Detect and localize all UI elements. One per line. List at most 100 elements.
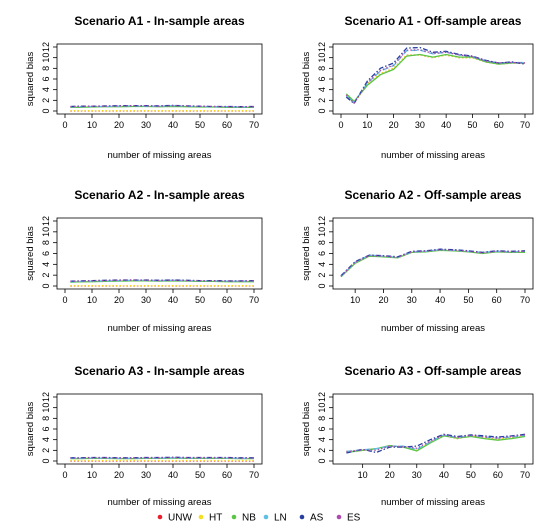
y-axis-label: squared bias [25,226,36,281]
x-tick-label: 30 [141,295,151,305]
y-tick-label: 2 [317,273,327,278]
legend-label: LN [274,513,287,524]
x-tick-label: 50 [463,295,473,305]
panel-title: Scenario A1 - In-sample areas [74,14,245,28]
plot-frame [56,393,263,465]
panel-title: Scenario A2 - Off-sample areas [345,188,522,202]
panel-title: Scenario A2 - In-sample areas [74,188,245,202]
y-tick-label: 4 [41,262,51,267]
series-line-nb [340,249,525,278]
y-tick-label: 6 [41,426,51,431]
y-tick-label: 4 [317,87,327,92]
legend-item-ln: LN [263,513,287,524]
y-tick-label: 2 [317,448,327,453]
panel-title: Scenario A3 - In-sample areas [74,364,245,378]
x-tick-label: 40 [439,470,449,480]
series-line-ln [346,434,526,453]
legend-marker [231,514,237,520]
y-tick-label: 0 [41,283,51,288]
x-tick-label: 60 [494,120,504,130]
y-tick-label: 4 [41,437,51,442]
x-tick-label: 70 [249,295,259,305]
plot-frame [332,217,534,290]
x-tick-label: 20 [114,120,124,130]
x-tick-label: 20 [385,470,395,480]
x-tick-label: 60 [222,470,232,480]
legend-marker [299,514,305,520]
x-tick-label: 0 [62,295,67,305]
x-axis-label: number of missing areas [381,497,485,508]
series-line-ht [340,249,525,277]
x-tick-label: 10 [362,120,372,130]
series-line-as [346,433,526,454]
x-tick-label: 10 [87,120,97,130]
x-tick-label: 30 [141,120,151,130]
x-axis-label: number of missing areas [107,497,211,508]
y-tick-label: 0 [317,108,327,113]
x-tick-label: 10 [87,295,97,305]
series-line-es [346,434,526,453]
x-tick-label: 30 [412,470,422,480]
y-axis-label: squared bias [301,52,312,107]
legend-marker [157,514,163,520]
x-tick-label: 50 [195,120,205,130]
y-tick-label: 2 [41,273,51,278]
x-tick-label: 10 [350,295,360,305]
y-tick-label: 0 [41,108,51,113]
y-tick-label: 2 [41,98,51,103]
x-tick-label: 70 [249,470,259,480]
x-tick-label: 0 [62,470,67,480]
series-line-nb [70,280,254,283]
series-line-unw [340,249,525,277]
legend-label: ES [347,513,361,524]
x-tick-label: 60 [222,295,232,305]
series-line-nb [70,105,254,108]
y-tick-label: 12 [317,392,327,402]
plot-frame [332,393,534,465]
series-line-nb [70,457,254,460]
series-line-ln [345,49,525,104]
y-tick-label: 10 [317,53,327,63]
legend-label: AS [310,513,324,524]
y-tick-label: 12 [41,42,51,52]
y-tick-label: 10 [41,53,51,63]
y-tick-label: 10 [41,403,51,413]
series-line-as [345,46,526,105]
y-tick-label: 10 [317,227,327,237]
x-tick-label: 10 [358,470,368,480]
x-axis-label: number of missing areas [107,150,211,161]
x-tick-label: 10 [87,470,97,480]
legend-marker [336,514,342,520]
legend-label: NB [242,513,256,524]
y-tick-label: 12 [317,216,327,226]
y-tick-label: 2 [41,448,51,453]
x-tick-label: 70 [520,470,530,480]
x-tick-label: 70 [520,295,530,305]
y-tick-label: 12 [317,42,327,52]
y-tick-label: 8 [41,66,51,71]
x-tick-label: 30 [141,470,151,480]
y-tick-label: 6 [317,76,327,81]
y-axis-label: squared bias [301,402,312,457]
y-tick-label: 0 [317,283,327,288]
panel-title: Scenario A3 - Off-sample areas [345,364,522,378]
y-tick-label: 6 [317,251,327,256]
series-line-es [340,249,526,277]
x-tick-label: 40 [168,295,178,305]
y-tick-label: 6 [41,76,51,81]
legend-item-es: ES [336,513,361,524]
x-tick-label: 60 [493,470,503,480]
y-tick-label: 6 [317,426,327,431]
y-tick-label: 12 [41,216,51,226]
legend-item-nb: NB [231,513,256,524]
y-tick-label: 4 [41,87,51,92]
legend-label: HT [209,513,222,524]
y-tick-label: 10 [317,403,327,413]
series-line-nb [345,53,525,103]
